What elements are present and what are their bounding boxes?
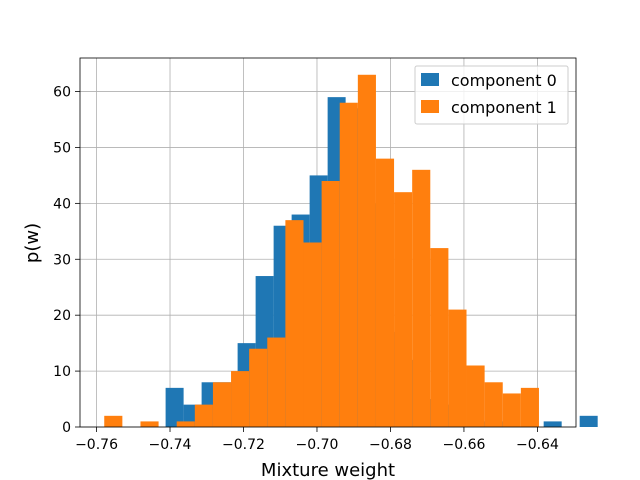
- y-axis-ticks: 0 10 20 30 40 50 60: [53, 85, 80, 436]
- histogram-bars: [104, 74, 598, 428]
- bar-component-0-bin-0: [165, 387, 184, 427]
- bar-component-1-bin-2: [140, 421, 159, 427]
- bar-component-1-bin-4: [176, 421, 195, 427]
- bar-component-1-bin-10: [285, 220, 304, 427]
- bar-component-1-bin-0: [104, 415, 123, 427]
- bar-component-1-bin-8: [249, 348, 268, 427]
- x-tick-label-6: −0.64: [516, 437, 559, 453]
- bar-component-0-bin-21: [543, 421, 562, 427]
- bar-component-1-bin-12: [321, 181, 340, 427]
- bar-component-1-bin-14: [357, 74, 376, 427]
- bar-component-1-bin-18: [430, 248, 449, 427]
- legend-label-component-1: component 1: [451, 98, 557, 117]
- bar-component-1-bin-17: [412, 169, 431, 427]
- legend-swatch-component-0: [421, 73, 439, 86]
- bar-component-0-bin-23: [579, 415, 598, 427]
- y-tick-label-2: 20: [53, 308, 71, 324]
- bar-component-1-bin-19: [448, 309, 467, 427]
- bar-component-1-bin-16: [394, 192, 413, 427]
- bar-component-1-bin-5: [194, 404, 213, 427]
- x-axis-ticks: −0.76 −0.74 −0.72 −0.70 −0.68 −0.66 −0.64: [75, 427, 559, 453]
- bar-component-1-bin-23: [520, 387, 539, 427]
- y-axis-label: p(w): [22, 223, 43, 263]
- x-tick-label-5: −0.66: [442, 437, 485, 453]
- x-tick-label-3: −0.70: [296, 437, 339, 453]
- x-tick-label-4: −0.68: [369, 437, 412, 453]
- bar-component-1-bin-21: [484, 382, 503, 427]
- x-axis-label: Mixture weight: [261, 460, 395, 480]
- legend-box: [414, 65, 569, 125]
- bar-component-1-bin-20: [466, 365, 485, 427]
- bar-component-1-bin-7: [231, 371, 250, 427]
- y-tick-label-4: 40: [53, 196, 71, 212]
- y-tick-label-0: 0: [62, 420, 71, 436]
- bar-component-1-bin-22: [502, 393, 521, 427]
- legend-label-component-0: component 0: [451, 71, 557, 90]
- bar-component-1-bin-11: [303, 242, 322, 427]
- bar-component-1-bin-13: [339, 102, 358, 428]
- plot-frame: [79, 57, 577, 428]
- bar-component-1-bin-6: [212, 382, 232, 427]
- y-tick-label-6: 60: [53, 85, 71, 101]
- x-tick-label-2: −0.72: [222, 437, 265, 453]
- y-tick-label-1: 10: [53, 364, 71, 380]
- bar-component-1-bin-9: [267, 337, 286, 427]
- legend-swatch-component-1: [421, 100, 439, 113]
- bar-component-1-bin-15: [375, 158, 395, 428]
- x-tick-label-0: −0.76: [75, 437, 118, 453]
- legend: component 0 component 1: [414, 65, 569, 125]
- x-tick-label-1: −0.74: [149, 437, 192, 453]
- y-tick-label-3: 30: [53, 252, 71, 268]
- y-tick-label-5: 50: [53, 140, 71, 156]
